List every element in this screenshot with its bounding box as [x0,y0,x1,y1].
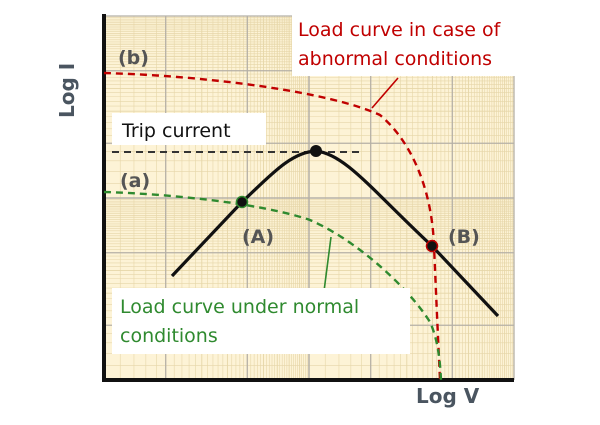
y-axis-label: Log I [55,63,79,118]
abnormal-leader-line [371,77,399,109]
abnormal-label-line-2: abnormal conditions [298,48,492,70]
normal-label-box [112,288,410,354]
normal-label-line-2: conditions [120,325,218,347]
peak-point [310,145,322,157]
normal-label-line-1: Load curve under normal [120,296,359,318]
abnormal-load-curve [103,71,442,381]
point-b-label: (B) [448,226,480,248]
trip-current-label: Trip current [121,120,231,142]
abnormal-label-box [292,10,532,76]
normal-load-curve [103,190,443,381]
point-b-marker [425,239,439,253]
point-a-marker [235,195,249,209]
curve-a-label: (a) [120,170,150,192]
curve-b-label: (b) [118,47,149,69]
point-a-label: (A) [242,226,274,248]
trip-current-label-box [112,113,266,145]
abnormal-label-line-1: Load curve in case of [298,19,502,41]
x-axis-label: Log V [416,384,480,408]
